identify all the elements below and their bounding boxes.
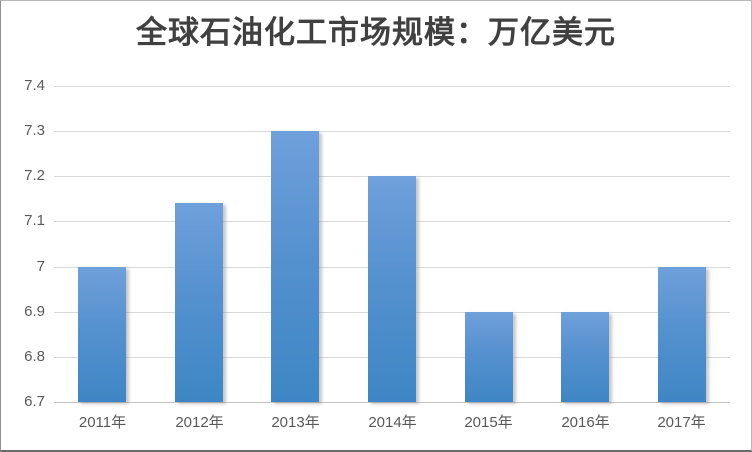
y-tick-label: 6.7 xyxy=(24,393,45,410)
bar-2017年 xyxy=(658,267,706,402)
y-tick-label: 7.2 xyxy=(24,167,45,184)
x-tick-label: 2015年 xyxy=(464,414,513,431)
gridline xyxy=(54,131,730,132)
x-tick-label: 2011年 xyxy=(78,414,127,431)
y-tick-label: 7.3 xyxy=(24,122,45,139)
bar-2012年 xyxy=(175,203,223,402)
y-tick-label: 7.1 xyxy=(24,212,45,229)
plot-area xyxy=(54,86,730,403)
x-tick-label: 2014年 xyxy=(368,414,417,431)
bar-2013年 xyxy=(271,131,319,402)
bar-2014年 xyxy=(368,176,416,402)
gridline xyxy=(54,86,730,87)
y-tick-label: 7 xyxy=(36,258,45,275)
y-tick-label: 6.9 xyxy=(24,303,45,320)
bar-2016年 xyxy=(561,312,609,402)
x-axis-line xyxy=(54,402,730,403)
x-tick-label: 2017年 xyxy=(657,414,706,431)
chart-title: 全球石油化工市场规模：万亿美元 xyxy=(136,15,616,51)
bar-2011年 xyxy=(78,267,126,402)
y-tick-label: 7.4 xyxy=(24,77,45,94)
x-tick-label: 2012年 xyxy=(175,414,224,431)
y-tick-label: 6.8 xyxy=(24,348,45,365)
x-tick-label: 2016年 xyxy=(561,414,610,431)
bar-2015年 xyxy=(465,312,513,402)
x-tick-label: 2013年 xyxy=(271,414,320,431)
